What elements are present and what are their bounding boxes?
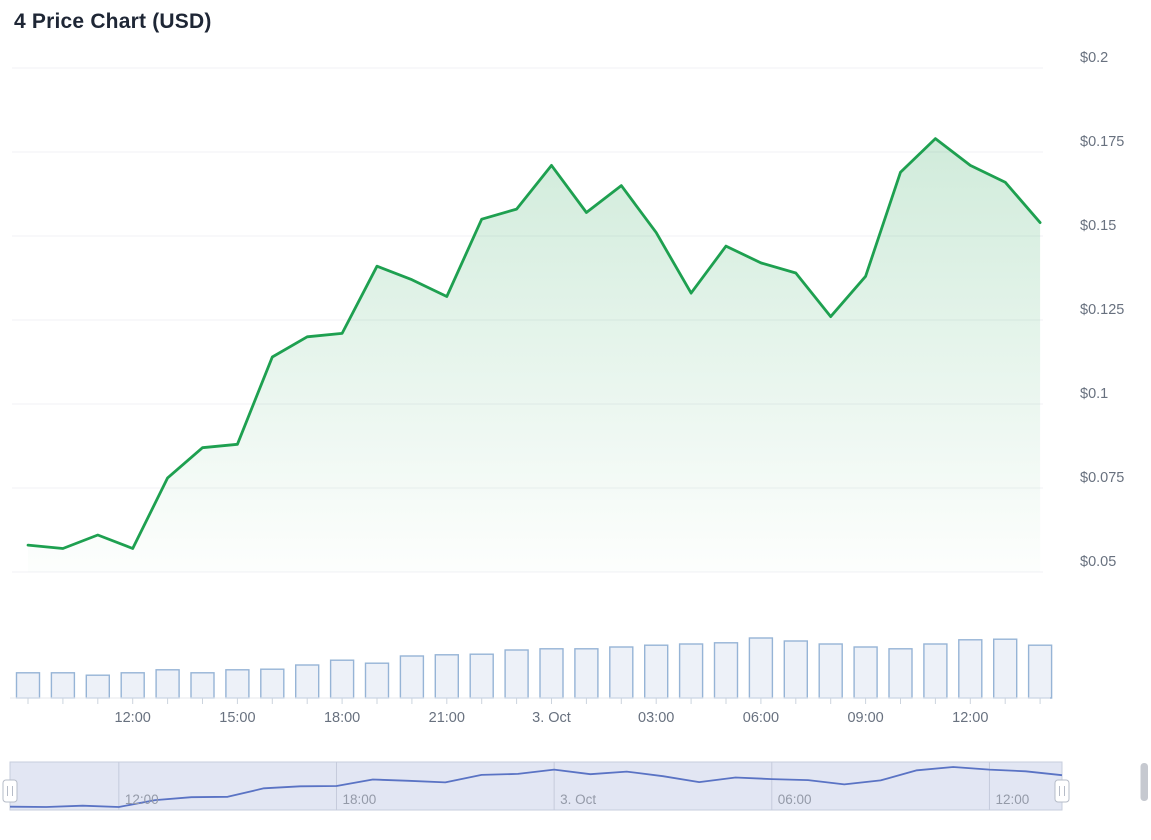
x-axis-tick-label: 03:00 (638, 710, 674, 726)
volume-bar (225, 669, 250, 699)
navigator-right-handle[interactable] (1054, 779, 1070, 803)
volume-bar (399, 655, 425, 699)
x-axis-tick-label: 12:00 (952, 710, 988, 726)
volume-bar (958, 639, 983, 699)
volume-bar (853, 646, 878, 699)
y-axis-labels: $0.2 $0.175 $0.15 $0.125 $0.1 $0.075 $0.05 (1080, 50, 1124, 570)
y-axis-tick-label: $0.075 (1080, 470, 1124, 486)
chart-title: 4 Price Chart (USD) (14, 10, 212, 33)
volume-bar (504, 649, 529, 699)
volume-bar (329, 659, 355, 699)
navigator-tick-label: 06:00 (778, 792, 812, 807)
x-axis-labels: 12:00 15:00 18:00 21:00 3. Oct 03:00 06:00 09:0… (115, 710, 989, 726)
volume-bar (155, 669, 180, 699)
volume-bar (713, 642, 739, 699)
x-axis-tick-label: 15:00 (219, 710, 255, 726)
volume-bar (295, 664, 320, 699)
y-axis-tick-label: $0.1 (1080, 386, 1108, 402)
navigator-tick-label: 12:00 (995, 792, 1029, 807)
navigator-tick-label: 12:00 (125, 792, 159, 807)
volume-bar (120, 672, 145, 699)
y-axis-tick-label: $0.175 (1080, 134, 1124, 150)
x-axis-tick-label: 12:00 (115, 710, 151, 726)
volume-bar (50, 672, 76, 699)
y-axis-tick-label: $0.125 (1080, 302, 1124, 318)
y-axis-tick-label: $0.2 (1080, 50, 1108, 66)
navigator-left-handle[interactable] (2, 779, 18, 803)
volume-bars (15, 637, 1053, 699)
volume-bar (434, 654, 459, 699)
volume-bar (1027, 644, 1053, 699)
volume-bar (923, 643, 948, 699)
volume-bar (783, 640, 808, 699)
x-axis-tick-label: 06:00 (743, 710, 779, 726)
volume-bar (574, 648, 599, 699)
x-axis-tick-label: 3. Oct (532, 710, 571, 726)
volume-bar (609, 646, 634, 699)
volume-bar (818, 643, 843, 699)
x-axis-tick-label: 09:00 (847, 710, 883, 726)
volume-bar (469, 653, 494, 699)
volume-bar (190, 672, 215, 699)
volume-bar (748, 637, 774, 699)
scrollbar-thumb[interactable] (1140, 763, 1149, 801)
navigator: 12:00 18:00 3. Oct 06:00 12:00 (2, 761, 1070, 811)
volume-bar (644, 644, 669, 699)
volume-bar (85, 674, 111, 699)
volume-bar (678, 643, 704, 699)
volume-bar (364, 662, 390, 699)
price-area-fill (28, 138, 1041, 572)
plot-area[interactable] (12, 68, 1043, 572)
volume-bar (993, 638, 1018, 699)
volume-bar (888, 648, 913, 699)
x-axis-tick-label: 18:00 (324, 710, 360, 726)
navigator-series-line (9, 766, 1063, 808)
navigator-tick-label: 18:00 (342, 792, 376, 807)
navigator-mask[interactable] (9, 761, 1063, 811)
price-line (26, 137, 1042, 550)
y-axis-tick-label: $0.05 (1080, 554, 1116, 570)
y-axis-tick-label: $0.15 (1080, 218, 1116, 234)
volume-bar (15, 672, 41, 699)
x-axis (10, 697, 1050, 704)
x-axis-tick-label: 21:00 (429, 710, 465, 726)
volume-bar (260, 668, 285, 699)
navigator-tick-label: 3. Oct (560, 792, 596, 807)
volume-bar (539, 648, 564, 699)
